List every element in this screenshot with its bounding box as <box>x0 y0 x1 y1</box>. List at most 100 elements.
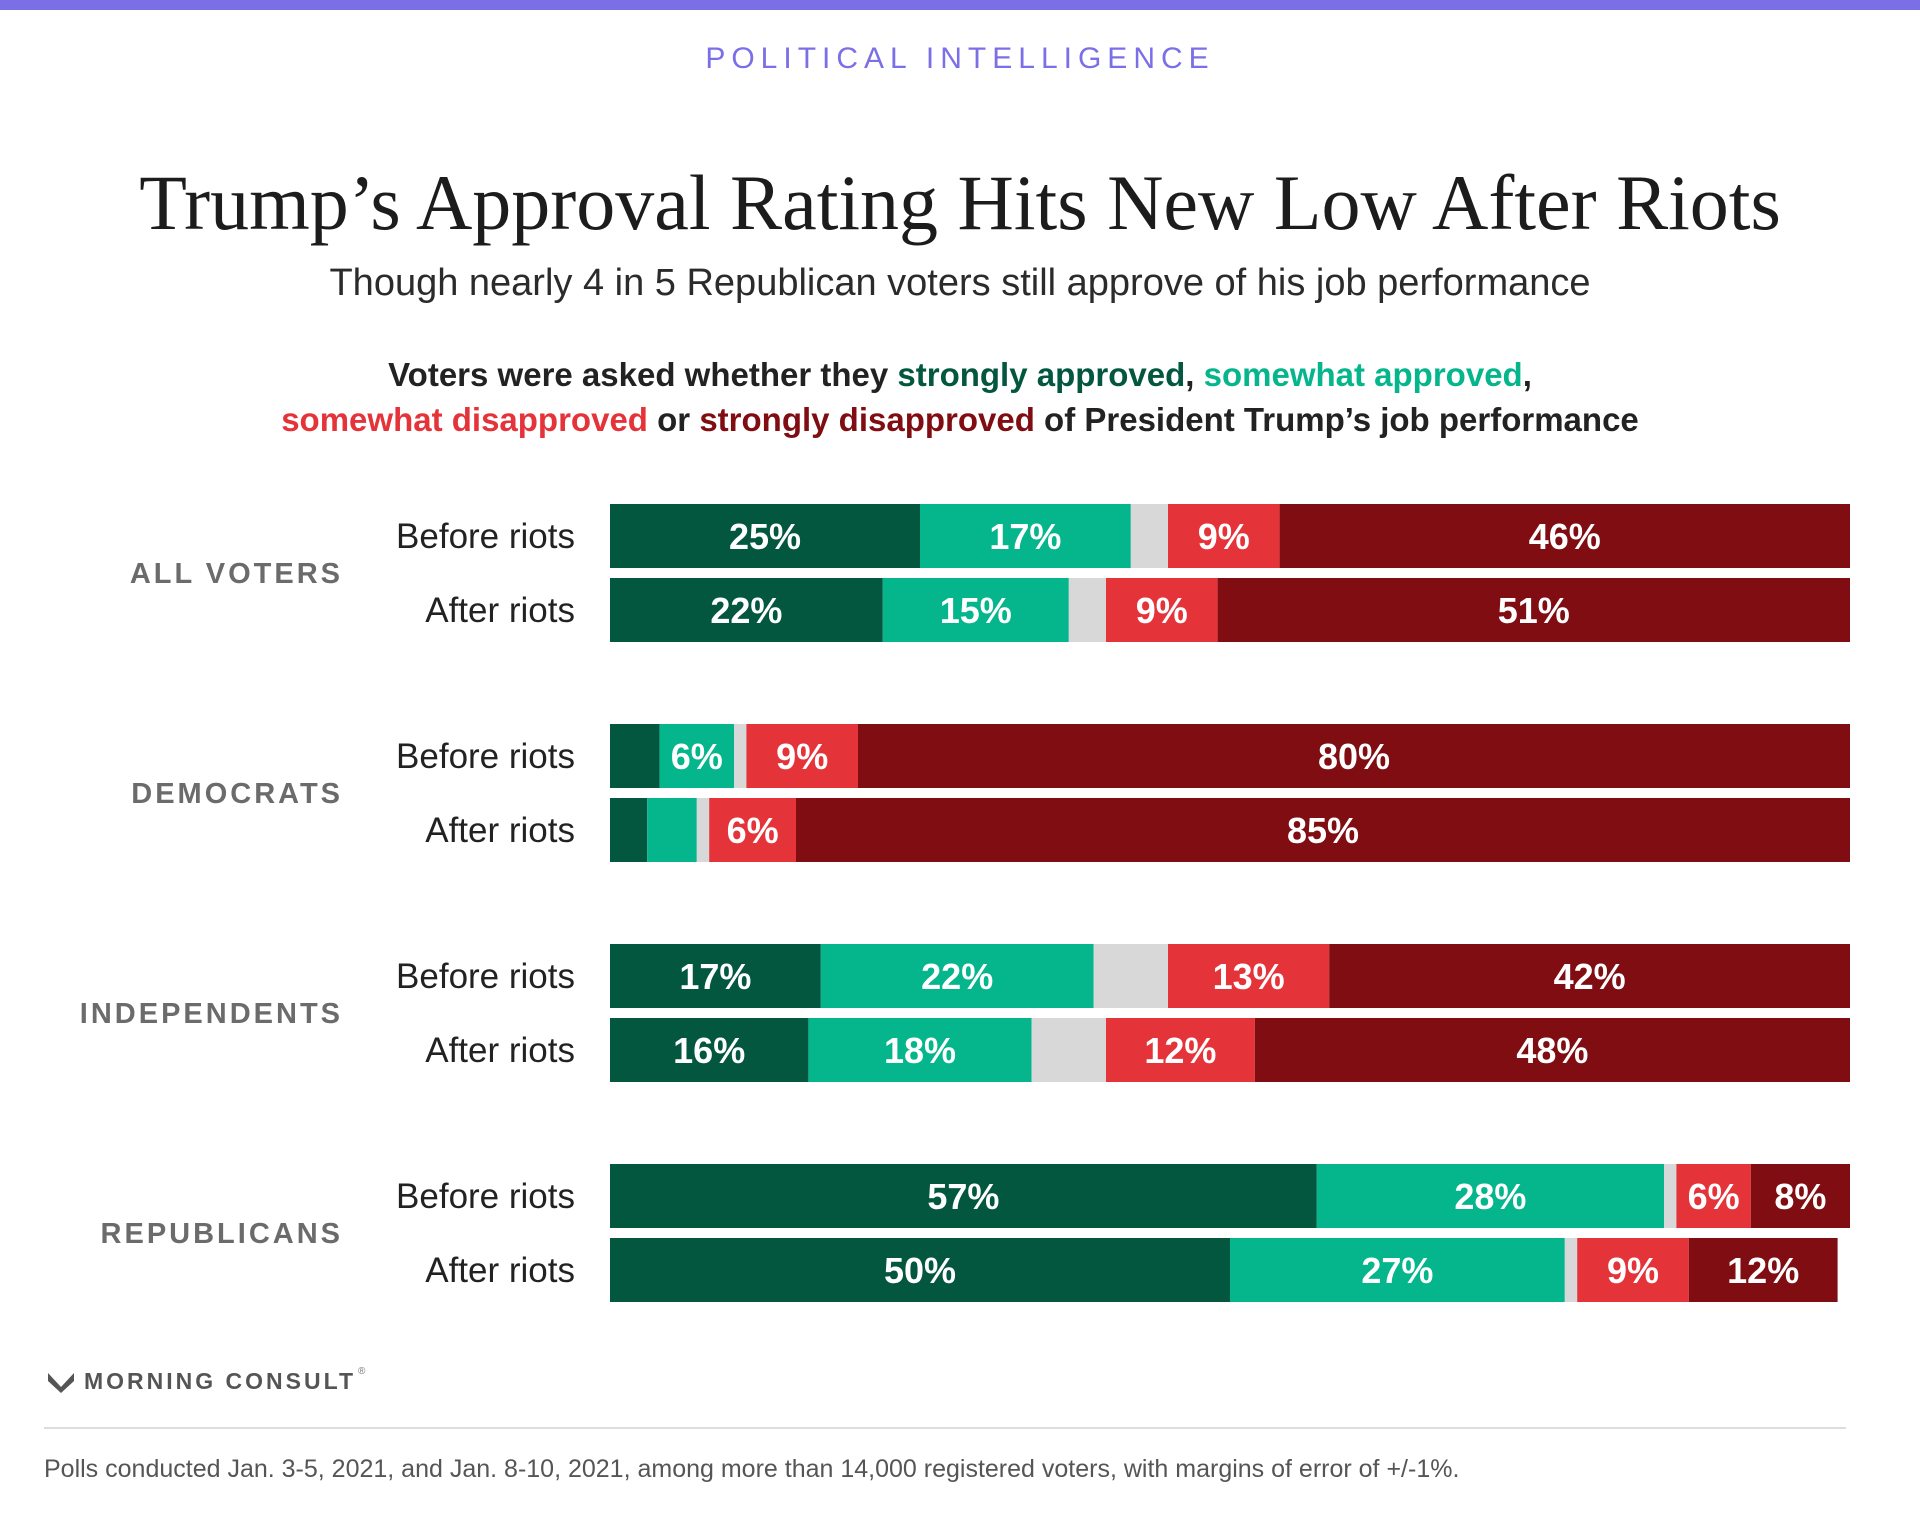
brand-registered-mark: ® <box>358 1366 366 1377</box>
brand-name: MORNING CONSULT <box>84 1367 357 1394</box>
bar-democrats-after-riots-strongly_approve <box>610 798 648 862</box>
data-label-republicans-before-riots-somewhat_approve: 28% <box>1454 1176 1526 1217</box>
group-label-independents: INDEPENDENTS <box>80 998 343 1030</box>
bar-republicans-after-riots-somewhat_approve <box>1230 1238 1565 1302</box>
bar-republicans-after-riots-no_opinion <box>1564 1238 1578 1302</box>
bar-all-voters-after-riots-somewhat_approve <box>882 578 1069 642</box>
bar-democrats-before-riots-no_opinion <box>734 724 747 788</box>
bar-all-voters-after-riots-somewhat_disapprove <box>1106 578 1218 642</box>
row-label-all-voters-before-riots: Before riots <box>396 517 575 556</box>
bar-all-voters-before-riots-strongly_approve <box>610 504 920 568</box>
bar-all-voters-after-riots-strongly_approve <box>610 578 883 642</box>
data-label-independents-after-riots-somewhat_disapprove: 12% <box>1144 1030 1216 1071</box>
bar-independents-before-riots-somewhat_approve <box>820 944 1094 1008</box>
footer-divider <box>44 1427 1846 1429</box>
data-label-independents-before-riots-somewhat_disapprove: 13% <box>1213 956 1285 997</box>
bar-republicans-before-riots-strongly_approve <box>610 1164 1317 1228</box>
bar-democrats-after-riots-strongly_disapprove <box>796 798 1850 862</box>
data-label-democrats-before-riots-somewhat_disapprove: 9% <box>776 736 828 777</box>
data-label-all-voters-after-riots-somewhat_approve: 15% <box>940 590 1012 631</box>
data-label-all-voters-before-riots-somewhat_approve: 17% <box>989 516 1061 557</box>
bar-republicans-before-riots-no_opinion <box>1664 1164 1677 1228</box>
data-label-republicans-before-riots-somewhat_disapprove: 6% <box>1688 1176 1740 1217</box>
bar-independents-after-riots-strongly_approve <box>610 1018 809 1082</box>
bar-independents-after-riots-strongly_disapprove <box>1254 1018 1850 1082</box>
question-sep-1: , <box>1185 356 1204 393</box>
row-label-republicans-before-riots: Before riots <box>396 1177 575 1216</box>
legend-somewhat-disapproved: somewhat disapproved <box>281 401 648 438</box>
bar-democrats-after-riots-no_opinion <box>696 798 710 862</box>
data-label-independents-before-riots-strongly_approve: 17% <box>679 956 751 997</box>
question-sep-2: , <box>1522 356 1532 393</box>
legend-somewhat-approved: somewhat approved <box>1203 356 1523 393</box>
bar-democrats-after-riots-somewhat_approve <box>647 798 697 862</box>
stacked-bar-chart: ALL VOTERS Before riots 25% 17% 9% 46% After r… <box>80 504 1850 1302</box>
row-label-democrats-before-riots: Before riots <box>396 737 575 776</box>
bar-independents-before-riots-strongly_approve <box>610 944 821 1008</box>
bar-all-voters-before-riots-somewhat_approve <box>920 504 1131 568</box>
bar-all-voters-after-riots-no_opinion <box>1068 578 1106 642</box>
data-label-all-voters-before-riots-strongly_disapprove: 46% <box>1529 516 1601 557</box>
bar-republicans-after-riots-somewhat_disapprove <box>1577 1238 1689 1302</box>
question-or: or <box>647 401 700 438</box>
question-tail: of President Trump’s job performance <box>1034 401 1639 438</box>
data-label-democrats-after-riots-strongly_disapprove: 85% <box>1287 810 1359 851</box>
data-label-independents-after-riots-strongly_disapprove: 48% <box>1516 1030 1588 1071</box>
data-label-democrats-before-riots-somewhat_approve: 6% <box>671 736 723 777</box>
data-label-republicans-after-riots-somewhat_approve: 27% <box>1361 1250 1433 1291</box>
data-label-all-voters-after-riots-strongly_approve: 22% <box>710 590 782 631</box>
bar-democrats-before-riots-somewhat_disapprove <box>746 724 858 788</box>
bar-all-voters-before-riots-no_opinion <box>1130 504 1168 568</box>
data-label-all-voters-after-riots-somewhat_disapprove: 9% <box>1136 590 1188 631</box>
bar-independents-after-riots-somewhat_approve <box>808 1018 1032 1082</box>
data-label-all-voters-after-riots-strongly_disapprove: 51% <box>1498 590 1570 631</box>
row-label-independents-before-riots: Before riots <box>396 957 575 996</box>
bar-republicans-before-riots-somewhat_disapprove <box>1676 1164 1751 1228</box>
group-label-all-voters: ALL VOTERS <box>130 558 343 590</box>
kicker: POLITICAL INTELLIGENCE <box>705 42 1215 75</box>
bar-republicans-before-riots-strongly_disapprove <box>1750 1164 1850 1228</box>
brand: MORNING CONSULT ® <box>46 1366 365 1396</box>
bar-independents-before-riots-somewhat_disapprove <box>1168 944 1330 1008</box>
row-label-independents-after-riots: After riots <box>425 1031 575 1070</box>
data-label-republicans-after-riots-somewhat_disapprove: 9% <box>1607 1250 1659 1291</box>
row-label-all-voters-after-riots: After riots <box>425 591 575 630</box>
data-label-republicans-after-riots-strongly_approve: 50% <box>884 1250 956 1291</box>
group-label-democrats: DEMOCRATS <box>131 778 343 810</box>
question-line-2: somewhat disapproved or strongly disappr… <box>0 397 1920 442</box>
data-label-independents-after-riots-strongly_approve: 16% <box>673 1030 745 1071</box>
bar-republicans-after-riots-strongly_disapprove <box>1688 1238 1838 1302</box>
bar-democrats-before-riots-strongly_approve <box>610 724 660 788</box>
bar-all-voters-before-riots-strongly_disapprove <box>1279 504 1850 568</box>
bar-democrats-before-riots-somewhat_approve <box>659 724 734 788</box>
bar-independents-after-riots-somewhat_disapprove <box>1106 1018 1255 1082</box>
footnote: Polls conducted Jan. 3-5, 2021, and Jan.… <box>44 1455 1460 1483</box>
bar-all-voters-before-riots-somewhat_disapprove <box>1168 504 1280 568</box>
row-label-democrats-after-riots: After riots <box>425 811 575 850</box>
question-line-1: Voters were asked whether they strongly … <box>0 352 1920 397</box>
data-label-republicans-after-riots-strongly_disapprove: 12% <box>1727 1250 1799 1291</box>
data-label-independents-before-riots-strongly_disapprove: 42% <box>1554 956 1626 997</box>
question-legend: Voters were asked whether they strongly … <box>0 352 1920 442</box>
data-label-independents-after-riots-somewhat_approve: 18% <box>884 1030 956 1071</box>
data-label-republicans-before-riots-strongly_approve: 57% <box>927 1176 999 1217</box>
bar-independents-before-riots-no_opinion <box>1093 944 1168 1008</box>
chart-subtitle: Though nearly 4 in 5 Republican voters s… <box>329 262 1591 304</box>
group-label-republicans: REPUBLICANS <box>101 1218 343 1250</box>
bar-republicans-after-riots-strongly_approve <box>610 1238 1230 1302</box>
bar-democrats-before-riots-strongly_disapprove <box>858 724 1850 788</box>
data-label-independents-before-riots-somewhat_approve: 22% <box>921 956 993 997</box>
chart-title: Trump’s Approval Rating Hits New Low Aft… <box>139 159 1781 246</box>
data-label-all-voters-before-riots-somewhat_disapprove: 9% <box>1198 516 1250 557</box>
bar-independents-before-riots-strongly_disapprove <box>1329 944 1850 1008</box>
bar-republicans-before-riots-somewhat_approve <box>1316 1164 1664 1228</box>
bar-all-voters-after-riots-strongly_disapprove <box>1217 578 1850 642</box>
data-label-all-voters-before-riots-strongly_approve: 25% <box>729 516 801 557</box>
legend-strongly-approved: strongly approved <box>897 356 1186 393</box>
question-lead: Voters were asked whether they <box>388 356 898 393</box>
data-label-democrats-before-riots-strongly_disapprove: 80% <box>1318 736 1390 777</box>
bar-democrats-after-riots-somewhat_disapprove <box>709 798 796 862</box>
morning-consult-logo-icon <box>48 1373 74 1393</box>
legend-strongly-disapproved: strongly disapproved <box>699 401 1035 438</box>
bar-independents-after-riots-no_opinion <box>1031 1018 1106 1082</box>
